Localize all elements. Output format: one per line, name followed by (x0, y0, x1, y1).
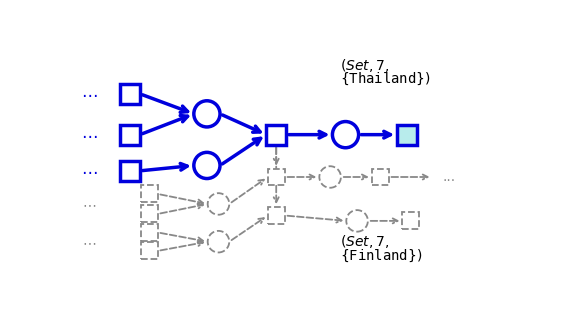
Bar (397, 124, 417, 145)
Text: $\cdots$: $\cdots$ (81, 85, 97, 103)
Text: $\cdots$: $\cdots$ (82, 235, 96, 249)
Circle shape (346, 210, 368, 232)
Text: $(Set, 7,$: $(Set, 7,$ (340, 57, 389, 74)
Bar (402, 212, 419, 229)
Circle shape (208, 231, 229, 252)
Bar (120, 84, 140, 104)
Bar (120, 124, 140, 145)
Bar (141, 205, 158, 222)
Text: $(Set, 7,$: $(Set, 7,$ (340, 233, 389, 250)
Text: $\{\mathtt{Thailand}\})$: $\{\mathtt{Thailand}\})$ (340, 70, 431, 87)
Circle shape (319, 166, 341, 188)
Bar (141, 186, 158, 203)
Text: $\cdots$: $\cdots$ (81, 126, 97, 144)
Circle shape (332, 122, 359, 148)
Bar (268, 169, 285, 186)
Bar (372, 169, 389, 186)
Circle shape (194, 152, 220, 179)
Circle shape (194, 101, 220, 127)
Bar (266, 124, 286, 145)
Text: $\cdots$: $\cdots$ (82, 197, 96, 211)
Text: ...: ... (443, 170, 456, 184)
Bar (120, 161, 140, 181)
Bar (141, 224, 158, 241)
Bar (268, 207, 285, 224)
Text: $\{\mathtt{Finland}\})$: $\{\mathtt{Finland}\})$ (340, 247, 422, 264)
Circle shape (208, 193, 229, 215)
Text: $\cdots$: $\cdots$ (81, 162, 97, 180)
Bar (141, 243, 158, 260)
